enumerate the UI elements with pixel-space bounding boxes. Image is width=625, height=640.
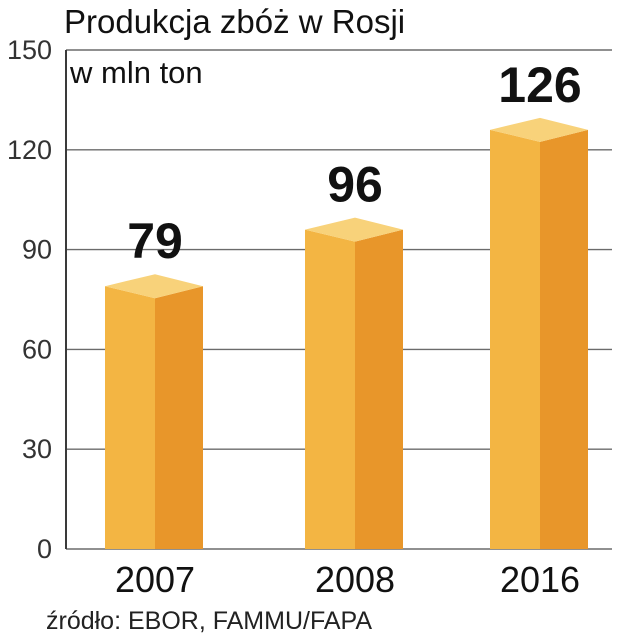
y-tick-label-30: 30 [22,434,52,464]
category-labels: 2007 2008 2016 [115,559,580,600]
bar-2016 [490,117,588,549]
y-tick-label-150: 150 [7,35,52,65]
bar-top-2016 [490,117,588,142]
y-axis-ticks: 0 30 60 90 120 150 [7,35,52,564]
bars [105,117,588,549]
y-tick-label-60: 60 [22,334,52,364]
y-tick-label-90: 90 [22,235,52,265]
chart-title: Produkcja zbóż w Rosji [64,3,405,40]
bar-side-2008 [355,229,403,549]
bar-side-2007 [155,286,203,549]
bar-top-2008 [305,217,403,242]
bar-2008 [305,217,403,549]
bar-top-2007 [105,274,203,299]
bar-front-2008 [305,229,355,549]
value-label-2007: 79 [127,213,183,269]
bar-side-2016 [540,129,588,549]
category-label-2016: 2016 [500,559,580,600]
y-tick-label-0: 0 [37,534,52,564]
value-labels: 79 96 126 [127,57,582,269]
bar-2007 [105,274,203,549]
source-note: źródło: EBOR, FAMMU/FAPA [46,607,372,635]
bar-front-2007 [105,286,155,549]
value-label-2008: 96 [327,157,383,213]
category-label-2008: 2008 [315,559,395,600]
value-label-2016: 126 [498,57,581,113]
category-label-2007: 2007 [115,559,195,600]
bar-front-2016 [490,129,540,549]
y-tick-label-120: 120 [7,135,52,165]
chart-subtitle: w mln ton [69,55,203,90]
